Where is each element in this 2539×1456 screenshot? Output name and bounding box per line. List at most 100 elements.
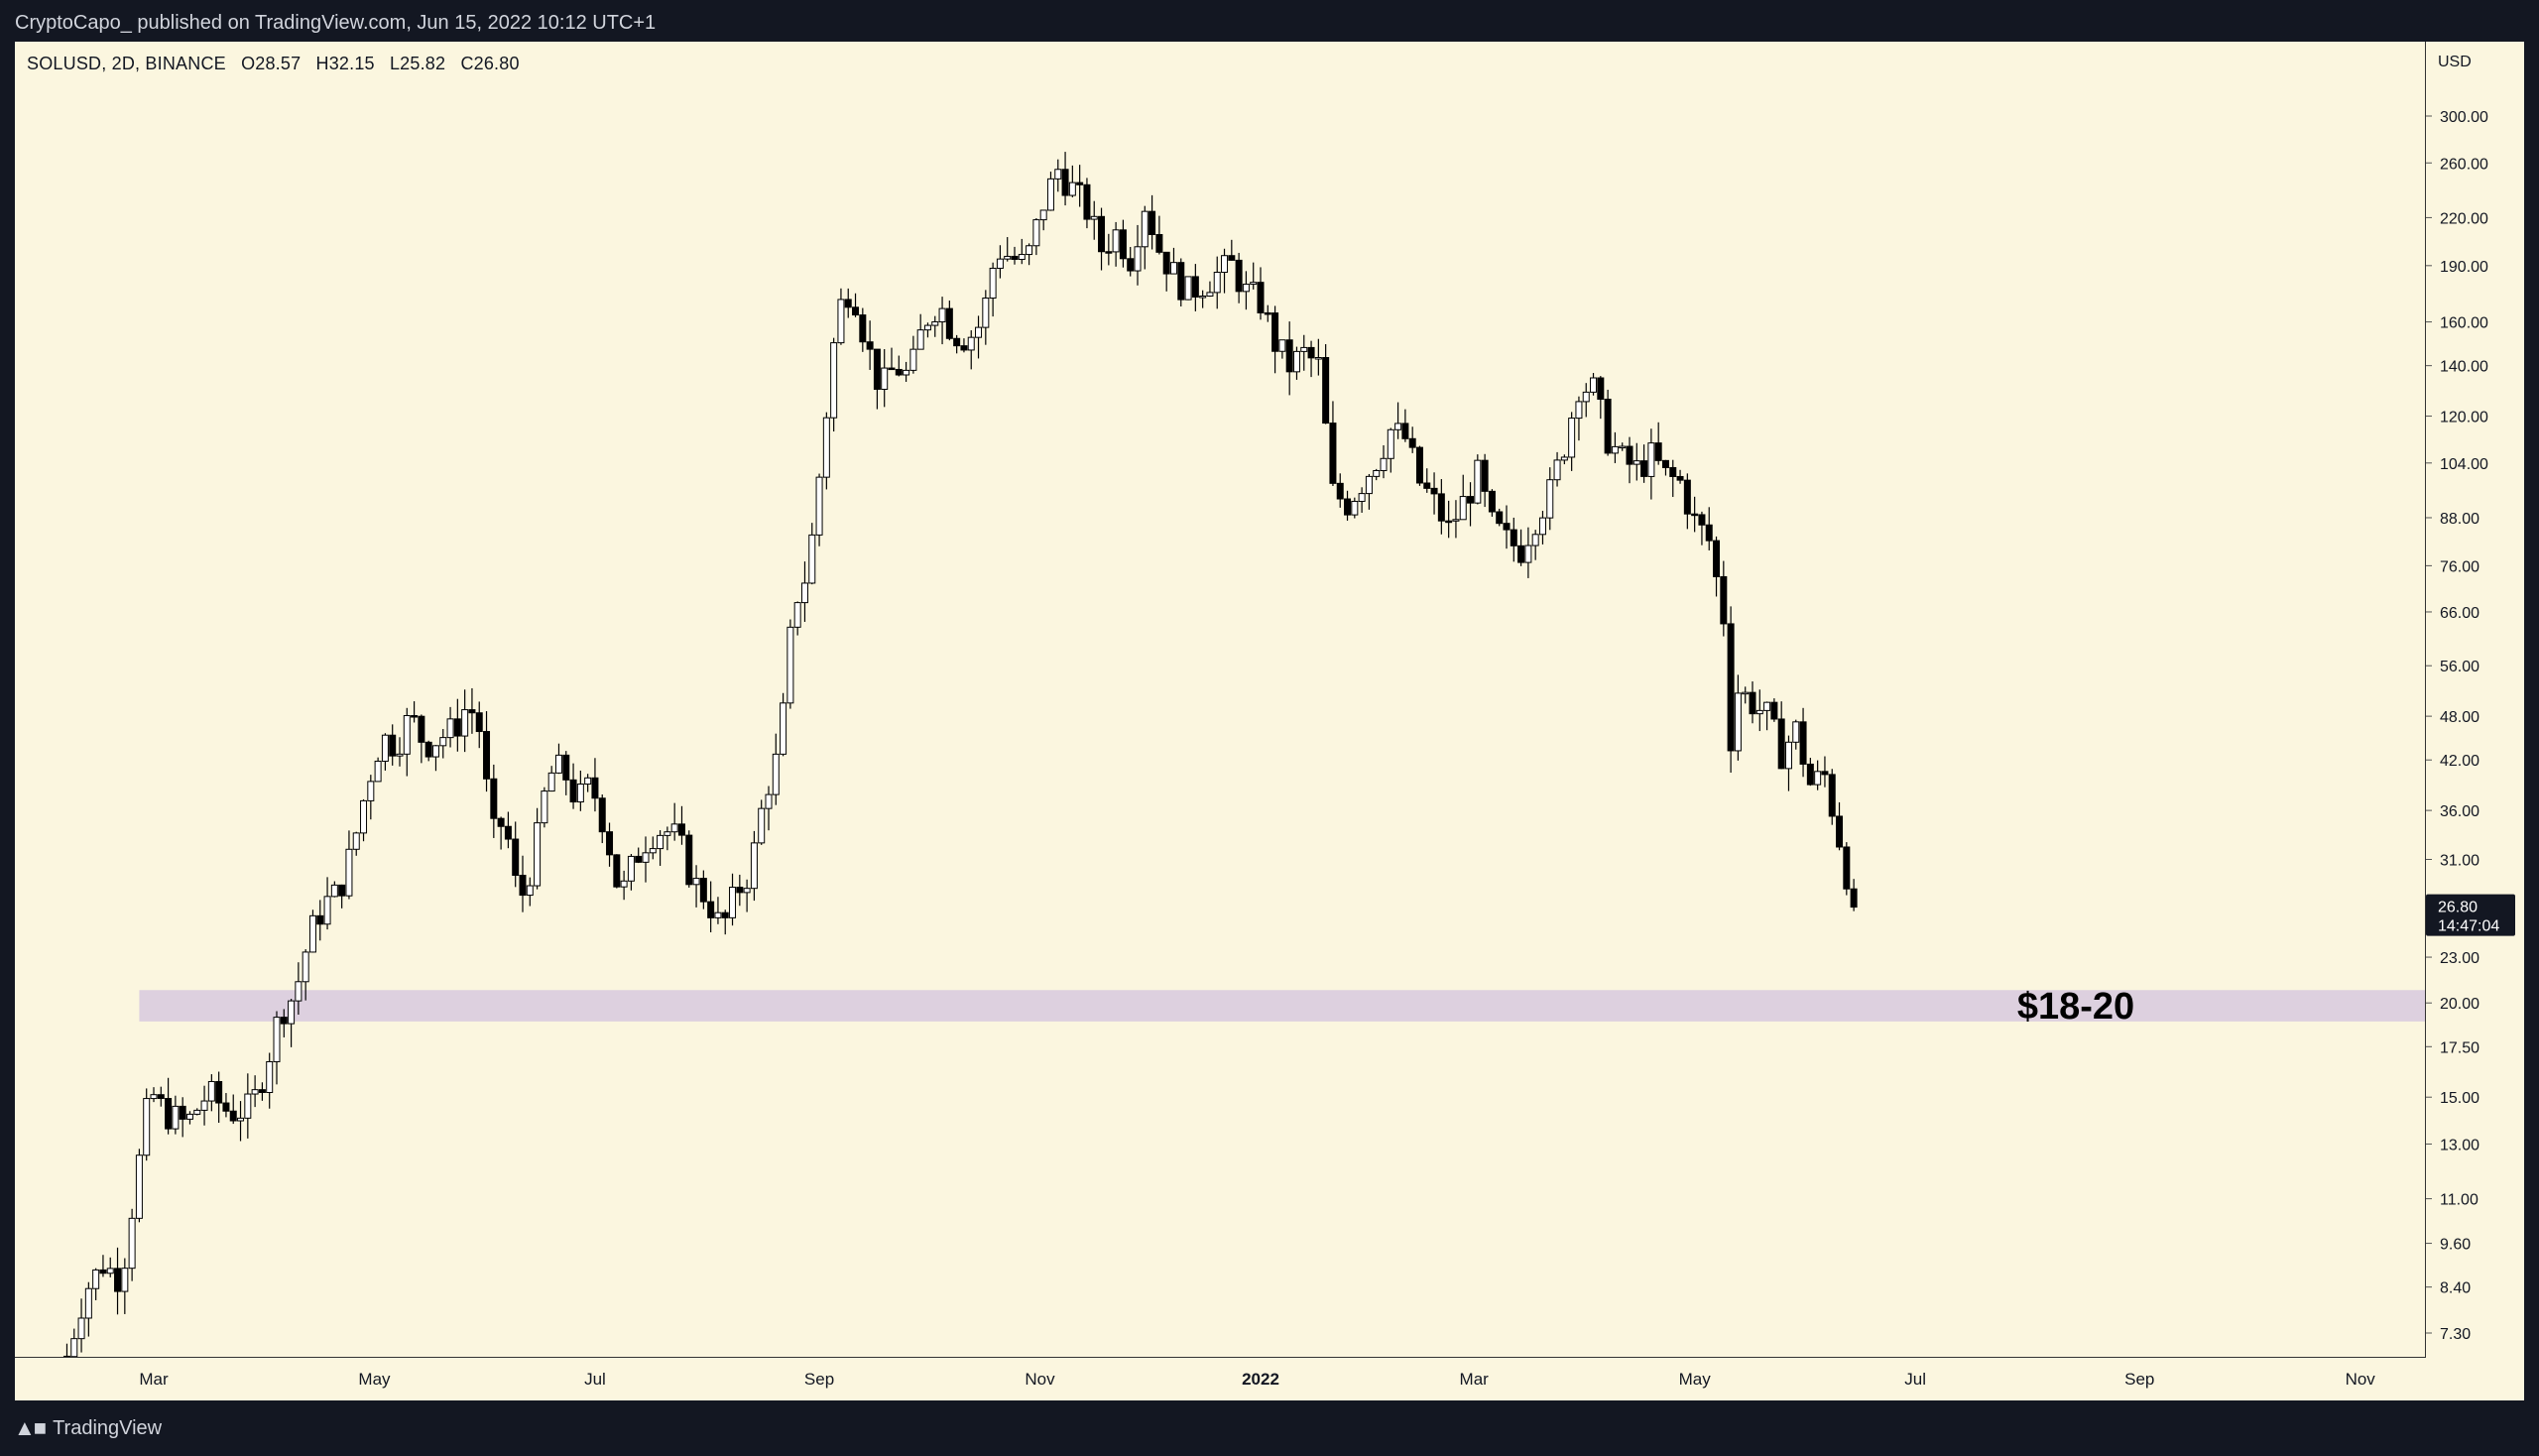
candle-up	[1452, 519, 1460, 522]
candle-up	[642, 852, 650, 863]
tradingview-brand[interactable]: ▲■ TradingView	[14, 1415, 162, 1441]
candle-up	[352, 832, 360, 850]
candle-up	[541, 790, 548, 824]
candle-up	[1206, 292, 1214, 297]
candle-down	[475, 712, 483, 733]
candle-down	[1155, 234, 1163, 253]
candle-up	[1380, 457, 1388, 472]
price-tick-label: 300.00	[2440, 109, 2488, 126]
candle-up	[938, 307, 946, 323]
candle-down	[721, 911, 729, 918]
candle-down	[512, 838, 520, 877]
candle-up	[576, 784, 584, 803]
time-axis-svg[interactable]: Mar May Jul Sep Nov 2022 Mar May Jul Sep Nov	[15, 1358, 2425, 1400]
candle-down	[62, 1355, 70, 1357]
candle-down	[1105, 251, 1113, 254]
price-axis-svg[interactable]: USD 300.00 260.00 220.00 190.00 160.00 140.00 1…	[2426, 42, 2524, 1357]
candle-down	[1720, 575, 1728, 625]
candle-up	[77, 1317, 85, 1340]
candle-down	[1264, 311, 1271, 315]
candle-down	[483, 731, 491, 780]
candle-up	[1792, 721, 1800, 743]
candle-up	[1632, 460, 1640, 465]
candle-down	[1322, 357, 1330, 425]
candle-up	[758, 807, 766, 844]
candle-up	[657, 834, 665, 850]
candle-down	[1336, 482, 1344, 500]
candle-up	[547, 772, 555, 792]
candle-down	[1777, 718, 1785, 770]
price-tick-label: 15.00	[2440, 1090, 2479, 1107]
candle-up	[1560, 456, 1568, 461]
legend-symbol: SOLUSD, 2D, BINANCE	[27, 54, 226, 73]
candle-down	[613, 854, 621, 888]
candle-down	[1467, 496, 1475, 504]
candle-up	[1221, 255, 1229, 274]
candle-down	[1271, 312, 1279, 352]
price-axis[interactable]: USD 300.00 260.00 220.00 190.00 160.00 140.00 1…	[2426, 42, 2524, 1357]
candle-up	[431, 745, 439, 758]
support-zone-label: $18-20	[2017, 986, 2134, 1028]
candle-down	[888, 367, 896, 371]
candle-up	[1582, 391, 1590, 403]
candle-down	[1257, 282, 1265, 313]
time-tick-label: Nov	[1025, 1370, 1055, 1389]
candle-up	[1734, 692, 1742, 752]
candle-down	[707, 901, 715, 918]
plot-area[interactable]: $18-20 SOLUSD, 2D, BINANCE O28.57 H32.15…	[15, 42, 2426, 1358]
candlestick-plot[interactable]: $18-20	[15, 42, 2425, 1357]
candle-up	[620, 880, 628, 888]
candle-up	[266, 1060, 274, 1093]
candle-down	[685, 834, 693, 886]
candle-up	[750, 842, 758, 890]
candle-down	[953, 337, 961, 347]
candle-down	[1344, 498, 1352, 516]
candle-up	[772, 753, 780, 795]
candle-down	[519, 875, 527, 897]
candle-up	[692, 878, 700, 886]
candle-down	[1011, 255, 1019, 261]
candle-up	[822, 417, 830, 478]
published-text: CryptoCapo_ published on TradingView.com…	[15, 12, 657, 34]
time-axis[interactable]: Mar May Jul Sep Nov 2022 Mar May Jul Sep Nov	[15, 1358, 2425, 1400]
candle-down	[338, 884, 346, 897]
candle-down	[1654, 442, 1662, 461]
candle-up	[1358, 493, 1366, 502]
candle-down	[1850, 888, 1858, 909]
candle-down	[1408, 437, 1416, 448]
candle-down	[1307, 346, 1315, 359]
last-price-label: 26.80	[2438, 900, 2478, 916]
candle-up	[207, 1080, 215, 1102]
price-tick-label: 160.00	[2440, 315, 2488, 332]
candle-down	[114, 1268, 122, 1292]
candle-up	[800, 582, 808, 604]
candle-down	[1821, 771, 1829, 776]
candle-up	[714, 911, 722, 918]
tradingview-logo-icon: ▲■	[14, 1415, 47, 1440]
candle-down	[389, 734, 397, 757]
candle-up	[1039, 209, 1047, 221]
candle-down	[1481, 459, 1489, 492]
candle-up	[627, 855, 635, 882]
price-tick-label: 260.00	[2440, 156, 2488, 173]
candle-down	[1061, 169, 1069, 196]
candle-down	[1510, 529, 1517, 546]
time-tick-label: May	[358, 1370, 391, 1389]
candle-up	[1619, 445, 1627, 449]
candle-up	[1531, 534, 1539, 546]
support-zone-band	[139, 990, 2425, 1022]
time-tick-label: Jul	[1904, 1370, 1926, 1389]
candle-up	[360, 799, 368, 834]
candle-up	[381, 734, 389, 762]
candle-up	[1199, 295, 1207, 299]
price-tick-label: 104.00	[2440, 456, 2488, 473]
candle-down	[859, 314, 867, 343]
candle-up	[649, 848, 657, 854]
candle-up	[1553, 459, 1561, 481]
candle-up	[1141, 210, 1149, 248]
candle-up	[830, 342, 838, 419]
candle-down	[1661, 459, 1669, 468]
candle-up	[1784, 741, 1792, 770]
candle-down	[606, 831, 614, 856]
price-tick-label: 48.00	[2440, 709, 2479, 726]
